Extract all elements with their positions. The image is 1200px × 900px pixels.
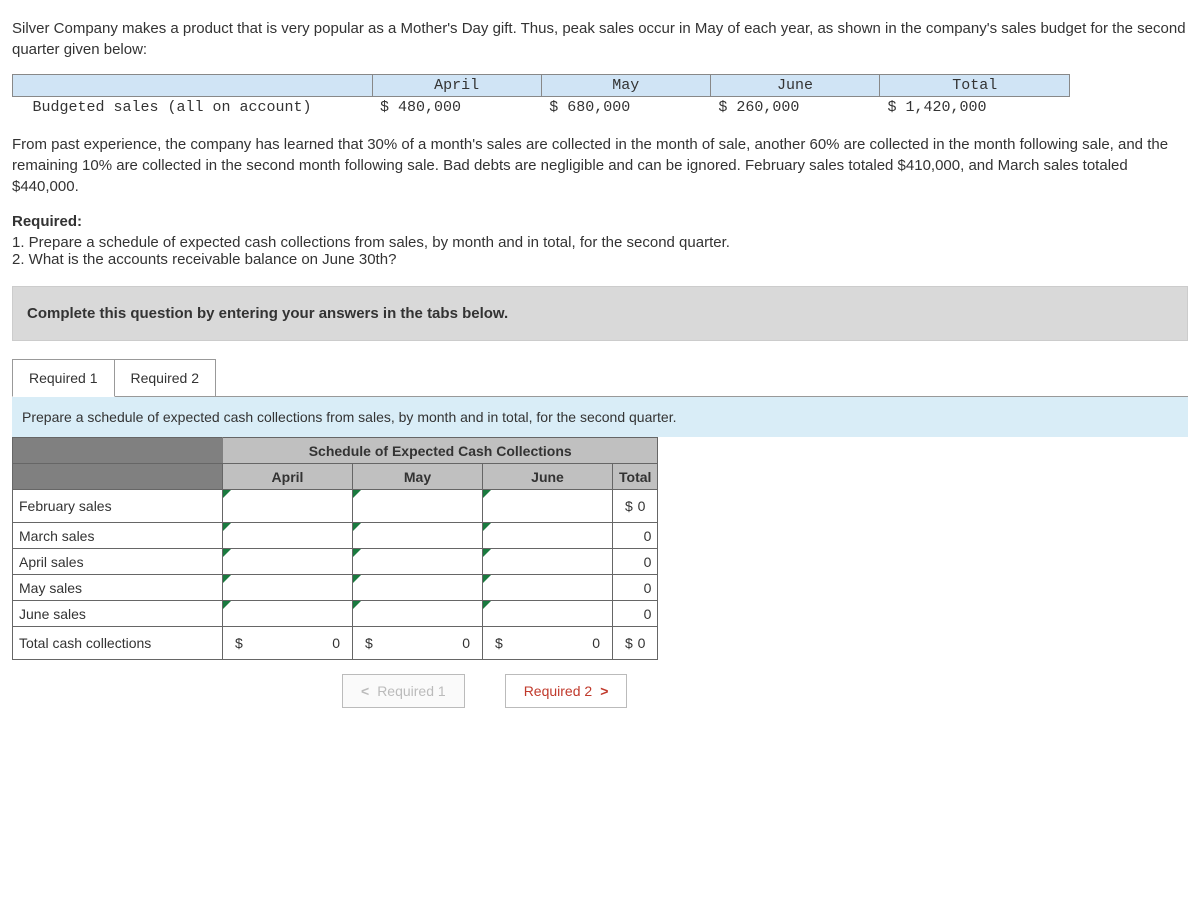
marker-icon bbox=[353, 549, 361, 557]
marker-icon bbox=[223, 575, 231, 583]
tab-required-2[interactable]: Required 2 bbox=[114, 359, 217, 397]
budget-header-blank bbox=[13, 75, 373, 97]
cell-jun-total: 0 bbox=[613, 601, 658, 627]
nav-buttons: < Required 1 Required 2 > bbox=[342, 674, 1188, 708]
table-row: March sales 0 bbox=[13, 523, 658, 549]
required-item-2: 2. What is the accounts receivable balan… bbox=[12, 251, 1188, 268]
cell-mar-april[interactable] bbox=[223, 523, 353, 549]
marker-icon bbox=[223, 490, 231, 498]
cell-apr-total: 0 bbox=[613, 549, 658, 575]
schedule-table: Schedule of Expected Cash Collections Ap… bbox=[12, 437, 658, 660]
marker-icon bbox=[353, 523, 361, 531]
schedule-blank-header bbox=[13, 464, 223, 490]
cell-apr-april[interactable] bbox=[223, 549, 353, 575]
cell-total-may: $0 bbox=[353, 627, 483, 660]
row-label-apr: April sales bbox=[13, 549, 223, 575]
budget-header-may: May bbox=[541, 75, 710, 97]
marker-icon bbox=[483, 549, 491, 557]
cell-may-june[interactable] bbox=[483, 575, 613, 601]
row-label-mar: March sales bbox=[13, 523, 223, 549]
schedule-title: Schedule of Expected Cash Collections bbox=[223, 438, 658, 464]
tab-required-1[interactable]: Required 1 bbox=[12, 359, 115, 397]
cell-mar-june[interactable] bbox=[483, 523, 613, 549]
marker-icon bbox=[353, 575, 361, 583]
cell-may-april[interactable] bbox=[223, 575, 353, 601]
instruction-box: Complete this question by entering your … bbox=[12, 286, 1188, 341]
marker-icon bbox=[353, 601, 361, 609]
marker-icon bbox=[223, 601, 231, 609]
marker-icon bbox=[223, 549, 231, 557]
cell-total-april: $0 bbox=[223, 627, 353, 660]
budget-table: April May June Total Budgeted sales (all… bbox=[12, 74, 1070, 118]
table-row: June sales 0 bbox=[13, 601, 658, 627]
prev-button-label: Required 1 bbox=[377, 683, 446, 699]
budget-april-value: $ 480,000 bbox=[372, 97, 541, 119]
cell-apr-may[interactable] bbox=[353, 549, 483, 575]
schedule-col-april: April bbox=[223, 464, 353, 490]
budget-row-label: Budgeted sales (all on account) bbox=[13, 97, 373, 119]
cell-jun-may[interactable] bbox=[353, 601, 483, 627]
table-row: April sales 0 bbox=[13, 549, 658, 575]
cell-mar-total: 0 bbox=[613, 523, 658, 549]
prev-button[interactable]: < Required 1 bbox=[342, 674, 465, 708]
cell-total-total: $0 bbox=[613, 627, 658, 660]
intro-text: Silver Company makes a product that is v… bbox=[12, 18, 1188, 60]
budget-header-april: April bbox=[372, 75, 541, 97]
budget-june-value: $ 260,000 bbox=[710, 97, 879, 119]
chevron-left-icon: < bbox=[361, 683, 369, 699]
cell-feb-total: $0 bbox=[613, 490, 658, 523]
next-button[interactable]: Required 2 > bbox=[505, 674, 628, 708]
marker-icon bbox=[353, 490, 361, 498]
schedule-corner bbox=[13, 438, 223, 464]
cell-mar-may[interactable] bbox=[353, 523, 483, 549]
cell-jun-april[interactable] bbox=[223, 601, 353, 627]
cell-may-total: 0 bbox=[613, 575, 658, 601]
cell-total-june: $0 bbox=[483, 627, 613, 660]
table-row: February sales $0 bbox=[13, 490, 658, 523]
row-label-total: Total cash collections bbox=[13, 627, 223, 660]
schedule-col-june: June bbox=[483, 464, 613, 490]
cell-feb-june[interactable] bbox=[483, 490, 613, 523]
marker-icon bbox=[483, 575, 491, 583]
schedule-col-total: Total bbox=[613, 464, 658, 490]
cell-jun-june[interactable] bbox=[483, 601, 613, 627]
cell-may-may[interactable] bbox=[353, 575, 483, 601]
table-row-total: Total cash collections $0 $0 $0 $0 bbox=[13, 627, 658, 660]
table-row: May sales 0 bbox=[13, 575, 658, 601]
next-button-label: Required 2 bbox=[524, 683, 593, 699]
marker-icon bbox=[483, 601, 491, 609]
tabs-container: Required 1 Required 2 bbox=[12, 359, 1188, 397]
budget-header-total: Total bbox=[880, 75, 1070, 97]
budget-may-value: $ 680,000 bbox=[541, 97, 710, 119]
row-label-feb: February sales bbox=[13, 490, 223, 523]
budget-header-june: June bbox=[710, 75, 879, 97]
row-label-may: May sales bbox=[13, 575, 223, 601]
cell-feb-may[interactable] bbox=[353, 490, 483, 523]
after-budget-text: From past experience, the company has le… bbox=[12, 134, 1188, 197]
tab-description: Prepare a schedule of expected cash coll… bbox=[12, 396, 1188, 437]
cell-apr-june[interactable] bbox=[483, 549, 613, 575]
cell-feb-april[interactable] bbox=[223, 490, 353, 523]
budget-total-value: $ 1,420,000 bbox=[880, 97, 1070, 119]
marker-icon bbox=[223, 523, 231, 531]
required-item-1: 1. Prepare a schedule of expected cash c… bbox=[12, 234, 1188, 251]
marker-icon bbox=[483, 523, 491, 531]
marker-icon bbox=[483, 490, 491, 498]
chevron-right-icon: > bbox=[600, 683, 608, 699]
required-heading: Required: bbox=[12, 213, 82, 230]
schedule-col-may: May bbox=[353, 464, 483, 490]
row-label-jun: June sales bbox=[13, 601, 223, 627]
